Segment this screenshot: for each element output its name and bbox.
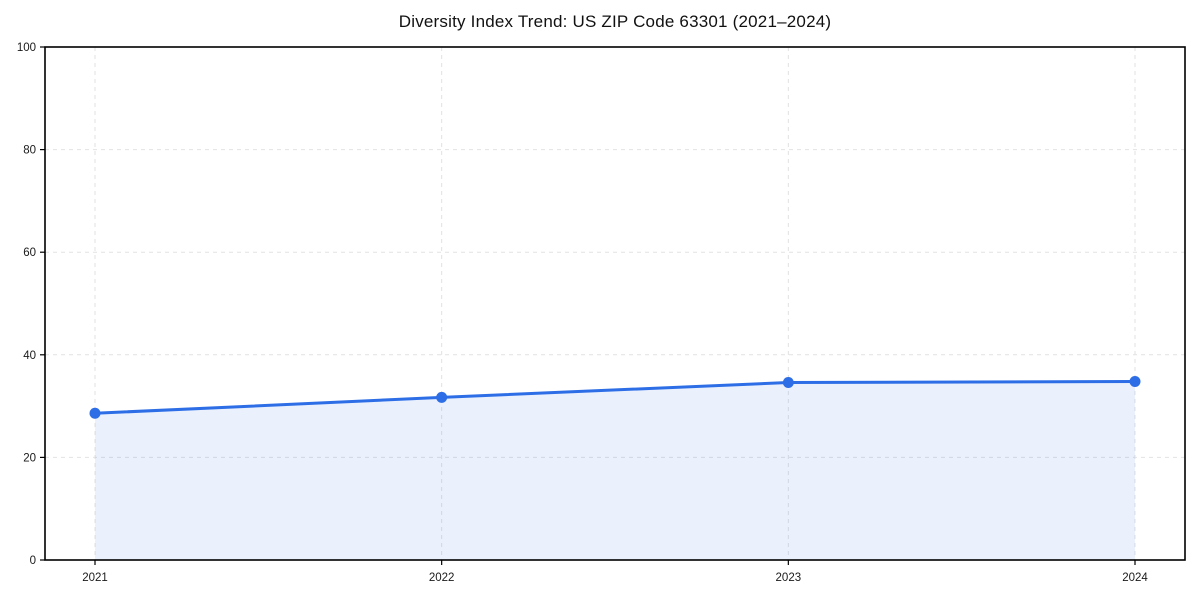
y-tick-label: 80 [23,145,36,157]
chart-title: Diversity Index Trend: US ZIP Code 63301… [398,12,832,31]
x-tick-label: 2021 [82,572,108,584]
data-point-2021 [89,407,101,419]
x-tick-label: 2022 [429,572,455,584]
y-tick-label: 20 [23,452,36,464]
data-point-2024 [1129,375,1141,387]
plot-border [44,46,1186,561]
y-tick-label: 40 [23,350,36,362]
y-tick-label: 0 [30,555,36,567]
area-fill [95,381,1135,560]
x-tick-label: 2024 [1122,572,1148,584]
data-point-2023 [782,377,794,389]
data-point-2022 [436,391,448,403]
y-tick-label: 100 [17,42,36,54]
y-tick-label: 60 [23,247,36,259]
data-line [93,379,1137,415]
x-tick-label: 2023 [776,572,802,584]
